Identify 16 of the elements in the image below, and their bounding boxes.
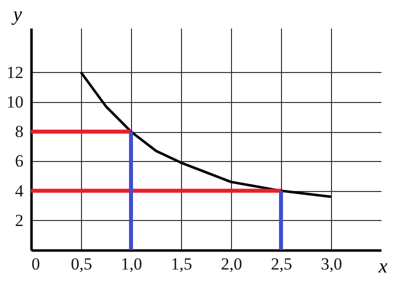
y-tick-label: 4 (15, 181, 24, 200)
y-tick-label: 10 (6, 92, 24, 112)
x-tick-label: 2,5 (270, 254, 292, 274)
y-tick-label: 2 (15, 210, 24, 230)
line-series (80, 71, 332, 198)
y-tick-label: 6 (15, 152, 24, 171)
y-tick-label: 12 (6, 62, 24, 82)
x-tick-label: 0,5 (70, 254, 92, 274)
x-tick-label: 1,0 (120, 254, 142, 274)
x-axis-title: x (378, 256, 388, 278)
x-tick-label: 3,0 (320, 254, 342, 274)
x-tick-label: 0 (32, 254, 40, 274)
y-axis-title: y (11, 4, 22, 26)
y-tick-label: 8 (15, 122, 24, 142)
x-tick-label: 2,0 (220, 254, 242, 274)
x-tick-label: 1,5 (170, 254, 192, 274)
